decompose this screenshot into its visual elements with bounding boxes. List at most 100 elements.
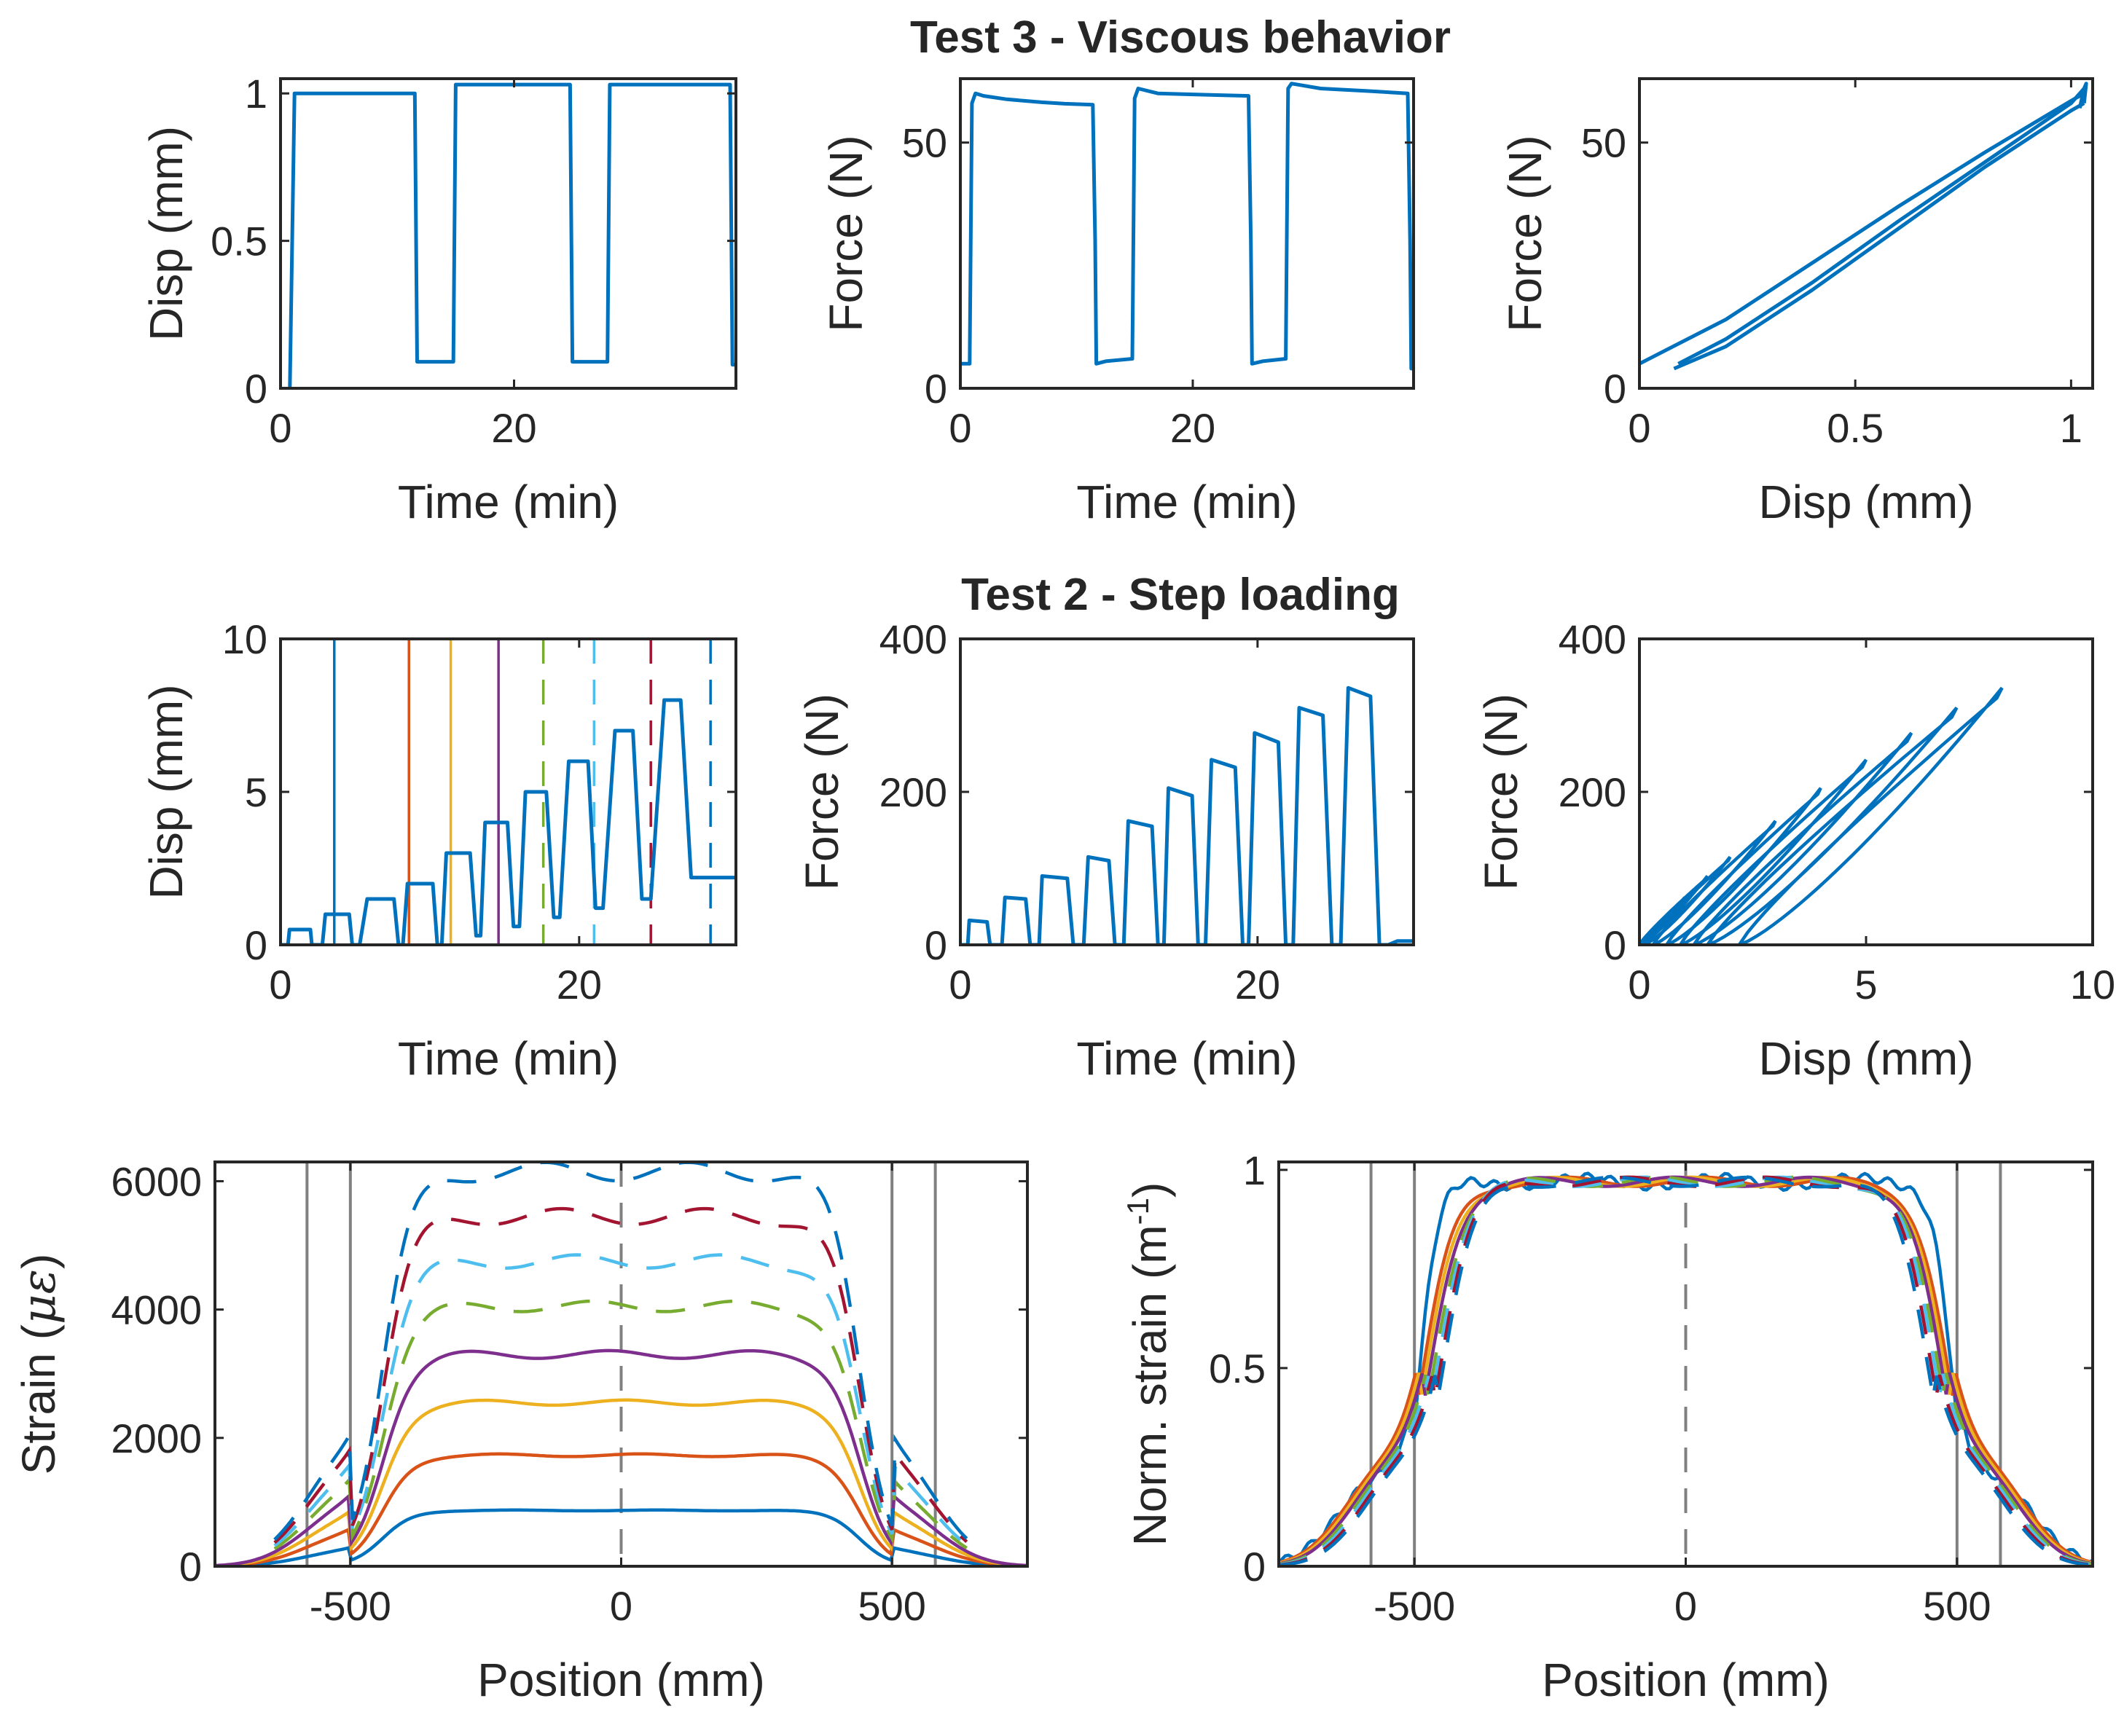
strain-profile (273, 1299, 968, 1550)
chart-p7: -500 0 500 0 2000 4000 6000 Position (mm) Strain… (12, 1158, 1029, 1706)
strain-profile (1279, 1175, 2093, 1566)
x-tick-label: 10 (2070, 962, 2115, 1008)
x-tick-label: 0 (269, 405, 291, 451)
y-tick-label: 50 (1581, 120, 1626, 166)
hysteresis-loop (1679, 758, 1868, 945)
plot-area (288, 82, 736, 388)
y-tick-label: 0 (1604, 922, 1626, 968)
series-line (1639, 92, 2085, 366)
y-axis-label-text: Norm. strain (m (1124, 1225, 1176, 1546)
x-tick-label: -500 (310, 1583, 391, 1629)
plot-area (1639, 686, 2004, 945)
series-line (288, 82, 736, 388)
x-tick-label: 0 (269, 962, 291, 1008)
y-tick-label: 0 (925, 922, 947, 968)
y-tick-label: 5 (245, 769, 267, 815)
x-axis-label: Disp (mm) (1758, 476, 1973, 528)
hysteresis-loop (1639, 875, 1709, 945)
y-tick-label: 10 (222, 616, 267, 662)
y-axis-label: Disp (mm) (140, 126, 192, 341)
x-tick-label: 20 (491, 405, 536, 451)
x-axis-label: Time (min) (1076, 1032, 1297, 1085)
series-line (281, 698, 736, 945)
y-tick-label: 1 (245, 71, 267, 117)
y-tick-label: 6000 (111, 1158, 202, 1204)
x-tick-label: 0 (1674, 1583, 1697, 1629)
y-tick-label: 0 (179, 1544, 202, 1590)
strain-profile (273, 1253, 968, 1547)
y-tick-label: 0 (245, 366, 267, 412)
y-tick-label: 1 (1243, 1147, 1266, 1193)
hysteresis-loop (1692, 731, 1913, 945)
axes-frame (959, 77, 1415, 390)
y-axis-label-end: ) (1124, 1182, 1176, 1198)
y-axis-label-text: Strain ( (12, 1324, 65, 1474)
series-line (1673, 101, 2085, 371)
y-tick-label: 400 (1559, 616, 1626, 662)
series-line (2077, 82, 2088, 109)
y-axis-label: Norm. strain (m-1) (1121, 1182, 1176, 1547)
y-axis-label-superscript: -1 (1121, 1198, 1155, 1225)
chart-p8: -500 0 500 0 0.5 1 Position (mm) Norm. strain (… (1121, 1147, 2094, 1706)
y-tick-label: 50 (902, 120, 947, 166)
y-axis-label-symbol: με (12, 1269, 66, 1324)
chart-p1: 0 20 0 0.5 1 Time (min) Disp (mm) (140, 71, 737, 528)
y-tick-label: 0 (1604, 366, 1626, 412)
chart-p4: 0 20 0 5 10 Time (min) Disp (mm) (140, 616, 737, 1085)
x-tick-label: 500 (858, 1583, 925, 1629)
x-tick-label: -500 (1373, 1583, 1455, 1629)
chart-p3: 0 0.5 1 0 50 Disp (mm) Force (N) (1499, 77, 2094, 528)
series-line (1677, 87, 2086, 366)
x-axis-label: Position (mm) (477, 1654, 765, 1706)
x-tick-label: 5 (1854, 962, 1877, 1008)
heading-test2: Test 2 - Step loading (961, 570, 1400, 620)
y-tick-label: 2000 (111, 1415, 202, 1461)
x-tick-label: 1 (2060, 405, 2082, 451)
x-axis-label: Position (mm) (1542, 1654, 1830, 1706)
y-axis-label: Force (N) (1499, 135, 1551, 331)
y-tick-label: 200 (879, 769, 947, 815)
y-tick-label: 4000 (111, 1287, 202, 1333)
hysteresis-loop (1737, 686, 2004, 945)
y-axis-label: Disp (mm) (140, 684, 192, 899)
plot-area (960, 686, 1414, 945)
plot-area (1639, 82, 2088, 371)
x-axis-label: Disp (mm) (1758, 1032, 1973, 1085)
x-tick-label: 0 (610, 1583, 632, 1629)
plot-area (960, 82, 1414, 371)
x-tick-label: 500 (1923, 1583, 1991, 1629)
chart-p6: 0 5 10 0 200 400 Disp (mm) Force (N) (1475, 616, 2115, 1085)
y-axis-label: Force (N) (1475, 694, 1527, 890)
axes-frame (279, 637, 737, 946)
x-tick-label: 0.5 (1827, 405, 1884, 451)
y-axis-label: Force (N) (796, 694, 848, 890)
y-tick-label: 400 (879, 616, 947, 662)
plot-area (281, 639, 736, 945)
y-axis-label-end: ) (12, 1254, 65, 1269)
y-tick-label: 0 (1243, 1544, 1266, 1590)
strain-profile (1279, 1175, 2093, 1566)
x-axis-label: Time (min) (398, 1032, 619, 1085)
y-tick-label: 0 (245, 922, 267, 968)
axes-frame (279, 77, 737, 390)
strain-profile (273, 1206, 968, 1544)
strain-profile (1279, 1175, 2093, 1566)
x-tick-label: 20 (557, 962, 602, 1008)
x-tick-label: 20 (1235, 962, 1280, 1008)
x-axis-label: Time (min) (1076, 476, 1297, 528)
series-line (960, 686, 1414, 945)
x-axis-label: Time (min) (398, 476, 619, 528)
y-axis-label: Force (N) (820, 135, 872, 331)
plot-area (215, 1162, 1027, 1566)
x-tick-label: 0 (1628, 962, 1650, 1008)
axes-frame (1638, 77, 2094, 390)
x-tick-label: 0 (949, 405, 971, 451)
x-tick-label: 0 (1628, 405, 1650, 451)
y-tick-label: 0.5 (1209, 1346, 1266, 1391)
x-tick-label: 0 (949, 962, 971, 1008)
x-tick-label: 20 (1170, 405, 1215, 451)
plot-area (1279, 1162, 2093, 1566)
y-axis-label: Strain (με) (12, 1254, 66, 1475)
